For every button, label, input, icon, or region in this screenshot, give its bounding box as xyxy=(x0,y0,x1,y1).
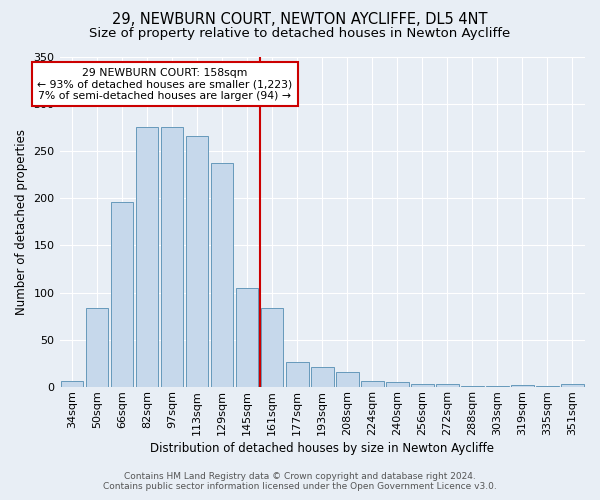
Bar xyxy=(136,128,158,387)
Bar xyxy=(286,362,308,387)
Bar xyxy=(461,386,484,387)
Bar xyxy=(111,202,133,387)
Text: 29, NEWBURN COURT, NEWTON AYCLIFFE, DL5 4NT: 29, NEWBURN COURT, NEWTON AYCLIFFE, DL5 … xyxy=(112,12,488,28)
Y-axis label: Number of detached properties: Number of detached properties xyxy=(15,129,28,315)
Bar xyxy=(186,136,208,387)
Bar xyxy=(386,382,409,387)
Bar xyxy=(361,380,383,387)
Bar xyxy=(561,384,584,387)
X-axis label: Distribution of detached houses by size in Newton Aycliffe: Distribution of detached houses by size … xyxy=(150,442,494,455)
Bar xyxy=(511,386,534,387)
Bar xyxy=(411,384,434,387)
Bar xyxy=(211,164,233,387)
Text: Size of property relative to detached houses in Newton Aycliffe: Size of property relative to detached ho… xyxy=(89,28,511,40)
Text: 29 NEWBURN COURT: 158sqm
← 93% of detached houses are smaller (1,223)
7% of semi: 29 NEWBURN COURT: 158sqm ← 93% of detach… xyxy=(37,68,292,101)
Bar xyxy=(336,372,359,387)
Bar xyxy=(436,384,458,387)
Bar xyxy=(261,308,283,387)
Bar xyxy=(86,308,109,387)
Bar xyxy=(486,386,509,387)
Bar xyxy=(161,128,184,387)
Bar xyxy=(311,368,334,387)
Bar xyxy=(536,386,559,387)
Bar xyxy=(236,288,259,387)
Text: Contains HM Land Registry data © Crown copyright and database right 2024.
Contai: Contains HM Land Registry data © Crown c… xyxy=(103,472,497,491)
Bar xyxy=(61,380,83,387)
